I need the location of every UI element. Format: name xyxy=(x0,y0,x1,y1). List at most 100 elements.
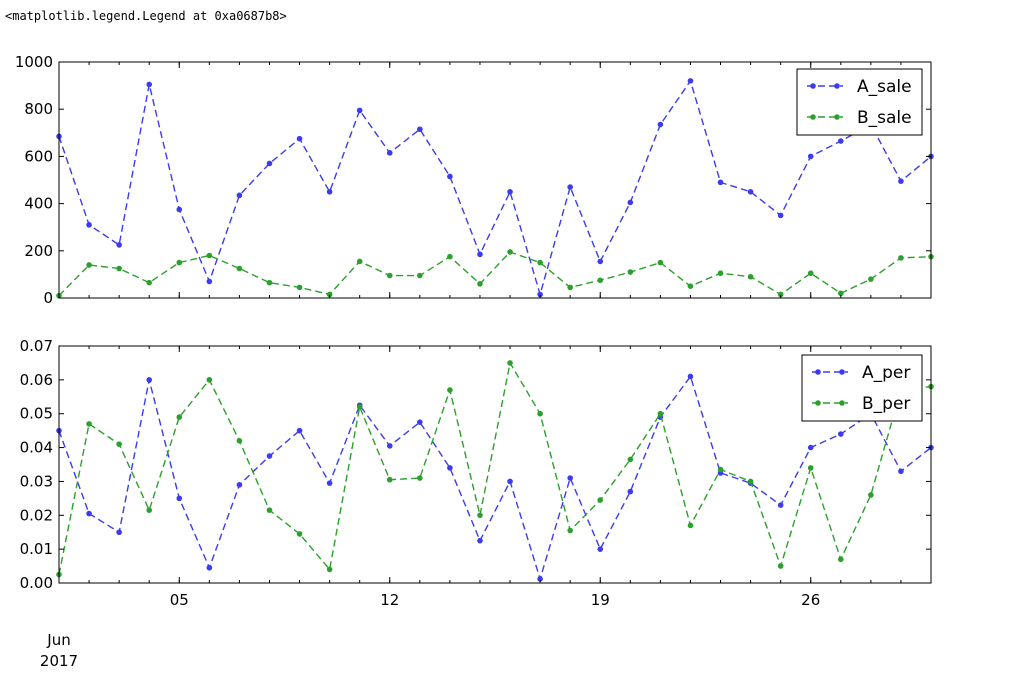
data-point-B_sale-16 xyxy=(507,249,513,255)
data-point-B_sale-22 xyxy=(687,283,694,290)
legend-marker-A_per xyxy=(839,369,845,375)
data-point-A_sale-25 xyxy=(777,212,784,219)
legend-marker-B_sale xyxy=(810,114,816,120)
x-tick-label: 12 xyxy=(380,591,399,609)
data-point-B_per-20 xyxy=(627,456,634,463)
legend-marker-B_per xyxy=(839,400,845,406)
output-repr-text: <matplotlib.legend.Legend at 0xa0687b8> xyxy=(5,9,287,23)
y-tick-label: 0.03 xyxy=(20,472,53,490)
legend-marker-B_sale xyxy=(834,114,840,120)
data-point-B_sale-28 xyxy=(868,276,874,282)
data-point-B_per-26 xyxy=(807,465,814,471)
legend-marker-A_sale xyxy=(834,83,840,89)
data-point-B_sale-11 xyxy=(356,258,363,265)
data-point-B_per-6 xyxy=(206,377,213,383)
data-point-A_sale-16 xyxy=(507,189,513,195)
data-point-A_per-5 xyxy=(176,495,183,502)
data-point-A_per-7 xyxy=(236,482,243,488)
data-point-B_sale-10 xyxy=(326,291,333,298)
chart-panel-1: 0 200 400 600 800 1000 A_sale B_sale xyxy=(15,53,934,307)
x-tick-label: 05 xyxy=(170,591,189,609)
data-point-B_sale-23 xyxy=(717,270,724,277)
x-month-label: Jun xyxy=(46,631,70,649)
data-point-B_per-8 xyxy=(266,507,273,514)
data-point-A_sale-6 xyxy=(206,278,213,285)
series-line-A_sale xyxy=(58,79,932,298)
series-line-B_sale xyxy=(58,251,932,297)
legend-label-A_sale: A_sale xyxy=(857,77,912,97)
data-point-A_sale-18 xyxy=(567,184,573,190)
data-point-B_per-7 xyxy=(236,438,243,444)
series-line-A_per xyxy=(58,374,932,582)
series-line-B_per xyxy=(58,360,932,575)
data-point-B_sale-29 xyxy=(898,255,904,261)
data-point-B_sale-7 xyxy=(236,265,243,272)
data-point-B_sale-14 xyxy=(447,253,453,260)
y-tick-label: 600 xyxy=(24,147,53,165)
data-point-B_sale-9 xyxy=(296,284,303,291)
data-point-B_sale-20 xyxy=(627,269,634,275)
data-point-B_per-17 xyxy=(537,410,543,417)
data-point-A_per-25 xyxy=(777,502,784,508)
data-point-A_per-9 xyxy=(296,427,303,434)
data-point-A_sale-10 xyxy=(326,189,333,195)
data-point-B_sale-15 xyxy=(477,281,483,287)
data-point-B_per-5 xyxy=(176,414,183,420)
data-point-A_sale-17 xyxy=(537,291,543,298)
data-point-A_per-6 xyxy=(206,564,213,571)
data-point-B_per-12 xyxy=(386,476,393,483)
x-year-label: 2017 xyxy=(40,652,78,670)
y-tick-label: 0.01 xyxy=(20,540,53,558)
y-tick-label: 200 xyxy=(24,242,53,260)
data-point-B_sale-13 xyxy=(417,272,423,279)
data-point-B_per-27 xyxy=(837,556,844,563)
data-point-B_per-15 xyxy=(477,512,483,519)
legend-label-B_sale: B_sale xyxy=(857,108,912,128)
data-point-B_per-11 xyxy=(356,404,363,410)
data-point-A_sale-14 xyxy=(447,173,453,180)
legend-box xyxy=(796,68,923,136)
data-point-B_per-2 xyxy=(86,421,92,427)
data-point-A_sale-7 xyxy=(236,192,243,199)
x-tick-label: 26 xyxy=(801,591,820,609)
data-point-A_sale-4 xyxy=(146,81,153,88)
data-point-B_sale-4 xyxy=(146,279,153,286)
legend-label-A_per: A_per xyxy=(862,363,910,383)
legend: A_sale B_sale xyxy=(796,68,923,136)
data-point-A_sale-22 xyxy=(687,78,694,84)
data-point-A_per-2 xyxy=(86,510,92,517)
y-tick-label: 0.04 xyxy=(20,439,53,457)
data-point-B_sale-6 xyxy=(206,252,213,259)
data-point-A_sale-12 xyxy=(386,150,393,156)
y-tick-label: 0.00 xyxy=(20,574,53,592)
data-point-A_per-27 xyxy=(837,431,844,437)
legend-marker-A_sale xyxy=(810,83,816,89)
data-point-A_sale-15 xyxy=(477,251,483,258)
data-point-A_per-18 xyxy=(567,475,573,481)
data-point-A_per-19 xyxy=(597,546,604,552)
data-point-A_sale-2 xyxy=(86,222,92,228)
data-point-B_per-22 xyxy=(687,522,694,529)
data-point-A_per-10 xyxy=(326,480,333,486)
data-point-B_sale-21 xyxy=(657,259,664,266)
data-point-A_sale-11 xyxy=(356,107,363,114)
y-tick-label: 0.05 xyxy=(20,405,53,423)
data-point-A_sale-5 xyxy=(176,206,183,213)
y-tick-label: 800 xyxy=(24,100,53,118)
data-point-B_per-3 xyxy=(116,441,122,447)
data-point-A_sale-24 xyxy=(747,189,754,195)
data-point-B_sale-8 xyxy=(266,279,273,286)
data-point-A_per-4 xyxy=(146,377,153,383)
legend-marker-A_per xyxy=(815,369,821,375)
data-point-A_sale-9 xyxy=(296,135,303,142)
data-point-B_per-16 xyxy=(507,360,513,366)
data-point-B_sale-25 xyxy=(777,291,784,298)
data-point-B_per-19 xyxy=(597,497,604,503)
y-tick-label: 0.06 xyxy=(20,371,53,389)
y-tick-label: 1000 xyxy=(15,53,53,71)
data-point-B_sale-19 xyxy=(597,277,604,284)
data-point-B_per-4 xyxy=(146,507,153,514)
data-point-B_sale-2 xyxy=(86,262,92,268)
data-point-B_per-9 xyxy=(296,531,303,537)
